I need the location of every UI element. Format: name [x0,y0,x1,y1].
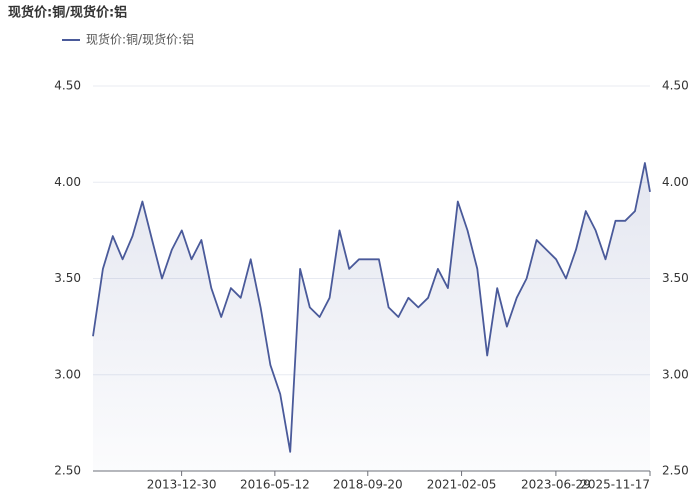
y2-tick-label: 3.50 [662,271,689,285]
y2-tick-label: 3.00 [662,367,689,381]
y2-tick-label: 4.50 [662,79,689,93]
y-tick-label: 2.50 [54,464,81,478]
y-tick-label: 4.00 [54,175,81,189]
x-tick-label: 2021-02-05 [427,478,497,492]
x-tick-label: 2023-06-29 [521,478,591,492]
x-tick-label: 2018-09-20 [333,478,403,492]
x-tick-label: 2013-12-30 [147,478,217,492]
x-tick-label: 2025-11-17 [580,478,650,492]
y2-tick-label: 2.50 [662,464,689,478]
legend-label: 现货价:铜/现货价:铝 [86,32,194,47]
x-tick-label: 2016-05-12 [240,478,310,492]
y2-tick-label: 4.00 [662,175,689,189]
y-tick-label: 4.50 [54,79,81,93]
y-tick-label: 3.50 [54,271,81,285]
series-area [93,163,650,471]
series-line [92,162,651,453]
chart-title: 现货价:铜/现货价:铝 [8,5,127,21]
y-tick-label: 3.00 [54,367,81,381]
